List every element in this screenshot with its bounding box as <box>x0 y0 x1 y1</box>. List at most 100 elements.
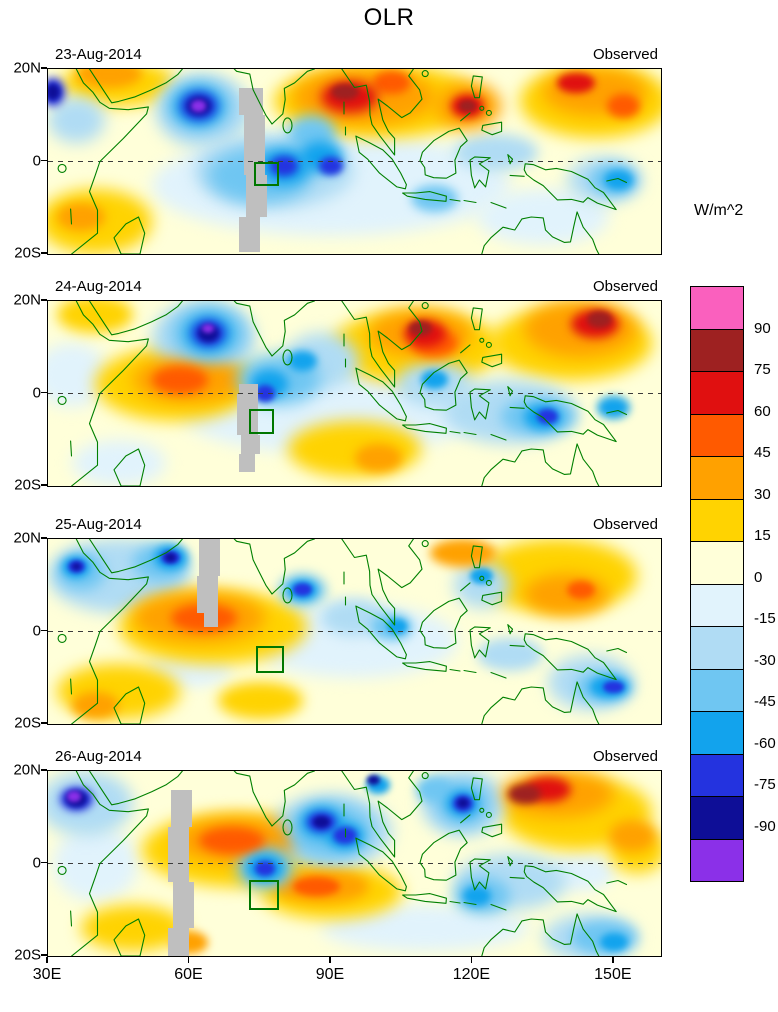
colorbar-cell <box>691 371 743 414</box>
olr-anomaly-blob <box>462 885 492 907</box>
y-tick-mark <box>41 722 47 724</box>
y-tick-label: 0 <box>32 622 41 639</box>
y-tick-mark <box>41 391 47 394</box>
map-canvas <box>47 68 662 255</box>
x-tick-label: 150E <box>594 966 632 983</box>
colorbar-tick-label: -90 <box>754 817 776 835</box>
colorbar-cell <box>691 287 743 329</box>
missing-data-mask <box>203 613 218 627</box>
y-tick-label: 20N <box>13 529 41 547</box>
olr-anomaly-blob <box>151 365 209 394</box>
colorbar-tick-label: 75 <box>754 361 771 378</box>
y-tick-mark <box>41 861 47 864</box>
analysis-box <box>255 645 284 674</box>
missing-data-mask <box>168 826 190 882</box>
y-tick-label: 20S <box>14 244 41 262</box>
equator-line <box>48 631 661 632</box>
missing-data-mask <box>238 217 261 252</box>
y-tick-label: 20N <box>13 761 41 779</box>
panel-date: 23-Aug-2014 <box>55 46 142 63</box>
olr-anomaly-blob <box>597 395 631 419</box>
y-tick-mark <box>41 769 47 771</box>
missing-data-mask <box>241 435 261 454</box>
colorbar-cell <box>691 626 743 669</box>
map-canvas <box>47 538 662 725</box>
olr-anomaly-blob <box>507 783 541 805</box>
olr-anomaly-blob <box>477 638 544 671</box>
olr-anomaly-blob <box>319 156 343 176</box>
x-tick-mark <box>187 957 190 963</box>
colorbar-cells <box>690 286 744 882</box>
olr-anomaly-blob <box>217 682 303 720</box>
map-panel-1: 23-Aug-2014 Observed 20N 0 20S <box>13 46 662 262</box>
panel-source-label: Observed <box>592 278 658 295</box>
olr-anomaly-blob <box>421 370 448 389</box>
equator-line <box>48 863 661 864</box>
map-canvas <box>47 300 662 487</box>
missing-data-mask <box>238 87 263 116</box>
olr-anomaly-blob <box>57 203 105 231</box>
olr-anomaly-blob <box>71 691 119 720</box>
analysis-box <box>248 880 280 911</box>
y-tick-mark <box>41 159 47 162</box>
olr-anomaly-blob <box>609 819 657 852</box>
olr-anomaly-blob <box>313 815 330 828</box>
olr-anomaly-blob <box>48 83 60 101</box>
missing-data-mask <box>168 928 190 956</box>
missing-data-mask <box>170 789 192 827</box>
y-tick-label: 0 <box>32 854 41 871</box>
panel-date: 25-Aug-2014 <box>55 516 142 533</box>
missing-data-mask <box>196 576 218 613</box>
olr-anomaly-blob <box>288 350 317 372</box>
colorbar-tick-label: -30 <box>754 651 776 669</box>
olr-anomaly-blob <box>71 439 166 486</box>
x-tick-label: 120E <box>452 966 491 983</box>
colorbar-cell <box>691 541 743 584</box>
map-panel-3: 25-Aug-2014 Observed 20N 0 20S <box>13 516 662 732</box>
y-tick-label: 20S <box>14 476 41 494</box>
olr-anomaly-blob <box>604 169 633 191</box>
y-tick-label: 0 <box>32 384 41 401</box>
y-tick-mark <box>41 484 47 486</box>
colorbar-tick-label: 90 <box>754 319 771 337</box>
colorbar-tick-label: -15 <box>754 610 776 627</box>
olr-anomaly-blob <box>587 311 612 328</box>
colorbar-cell <box>691 413 743 456</box>
map-panel-2: 24-Aug-2014 Observed 20N 0 20S <box>13 278 662 494</box>
olr-anomaly-blob <box>293 877 341 896</box>
colorbar-tick-label: 30 <box>754 485 771 503</box>
colorbar-units-label: W/m^2 <box>694 202 744 219</box>
colorbar-cell <box>691 668 743 711</box>
olr-anomaly-blob <box>333 827 357 845</box>
colorbar-tick-label: -45 <box>754 693 776 710</box>
x-tick-mark <box>612 957 614 963</box>
olr-anomaly-blob <box>557 72 595 94</box>
olr-anomaly-blob <box>354 444 402 473</box>
olr-anomaly-blob <box>198 826 265 855</box>
olr-anomaly-blob <box>57 301 133 334</box>
olr-anomaly-blob <box>191 100 207 112</box>
olr-anomaly-blob <box>459 100 477 112</box>
panel-source-label: Observed <box>592 46 658 63</box>
y-tick-label: 20N <box>13 291 41 309</box>
y-tick-mark <box>41 299 47 301</box>
olr-anomaly-blob <box>165 553 176 562</box>
colorbar-cell <box>691 328 743 371</box>
olr-anomaly-blob <box>288 421 421 477</box>
y-tick-mark <box>41 537 47 539</box>
colorbar-tick-label: 45 <box>754 444 771 461</box>
equator-line <box>48 393 661 394</box>
panel-date: 24-Aug-2014 <box>55 278 142 295</box>
missing-data-mask <box>238 453 256 473</box>
missing-data-mask <box>172 882 195 929</box>
colorbar-tick-label: 15 <box>754 527 771 544</box>
colorbar-cell <box>691 796 743 839</box>
colorbar-tick-label: -60 <box>754 734 776 752</box>
colorbar-tick-label: -75 <box>754 776 776 793</box>
y-tick-mark <box>41 252 47 254</box>
y-tick-label: 20N <box>13 59 41 77</box>
panel-source-label: Observed <box>592 748 658 765</box>
colorbar-tick-label: 60 <box>754 402 771 420</box>
map-panel-4: 26-Aug-2014 Observed 20N 0 20S 30E 60E 90E 120E 1… <box>13 748 662 983</box>
